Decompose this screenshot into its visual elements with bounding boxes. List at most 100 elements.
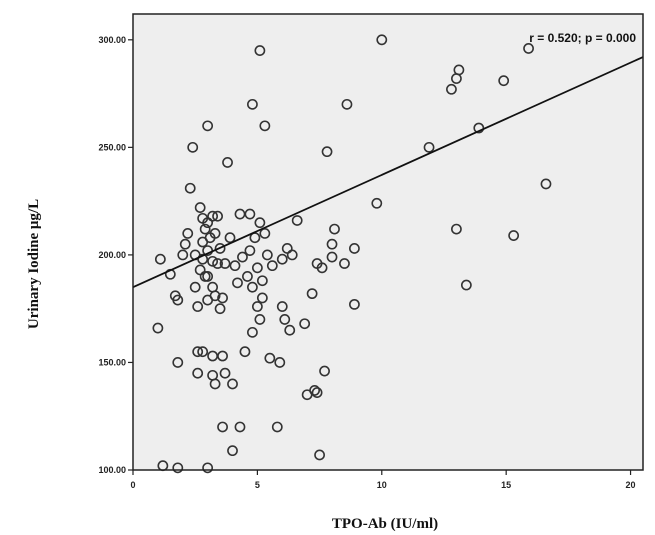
data-point <box>197 253 209 265</box>
data-point <box>254 217 266 229</box>
data-point <box>197 346 209 358</box>
x-tick-label: 0 <box>130 480 135 490</box>
data-point <box>254 314 266 325</box>
data-point <box>306 288 318 300</box>
data-point <box>259 120 271 132</box>
y-tick-label: 250.00 <box>98 142 126 152</box>
data-point <box>207 255 219 267</box>
data-point <box>326 251 338 263</box>
data-point <box>286 249 298 261</box>
data-point <box>227 445 238 457</box>
data-point <box>341 98 353 110</box>
fit-line <box>132 56 644 288</box>
data-point <box>202 120 214 132</box>
data-point <box>242 271 253 282</box>
data-point <box>247 98 258 110</box>
data-point <box>247 281 258 293</box>
data-point <box>202 462 214 474</box>
data-point <box>224 232 236 244</box>
data-point <box>276 301 288 312</box>
x-tick-label: 20 <box>626 480 636 490</box>
y-tick-label: 150.00 <box>98 357 126 367</box>
data-point <box>451 223 462 235</box>
data-point <box>251 301 263 312</box>
data-point <box>172 462 184 474</box>
data-point <box>172 294 184 306</box>
data-point <box>212 258 223 269</box>
data-point <box>284 324 296 336</box>
plot-frame <box>132 13 644 471</box>
data-point <box>217 292 228 304</box>
points-layer <box>152 34 552 474</box>
data-point <box>244 208 256 220</box>
correlation-annotation: r = 0.520; p = 0.000 <box>529 31 636 45</box>
data-point <box>291 215 303 226</box>
data-point <box>271 421 283 433</box>
data-point <box>540 178 552 190</box>
data-point <box>256 275 268 287</box>
data-point <box>192 367 204 379</box>
y-tick-label: 300.00 <box>98 35 126 45</box>
data-point <box>227 378 238 390</box>
data-point <box>319 365 330 377</box>
data-point <box>219 258 231 269</box>
x-tick-label: 10 <box>377 480 387 490</box>
y-tick-label: 200.00 <box>98 250 126 260</box>
data-point <box>349 298 360 310</box>
data-point <box>207 210 219 222</box>
data-point <box>232 277 243 289</box>
data-point <box>266 260 278 272</box>
data-point <box>209 227 221 239</box>
data-point <box>247 326 258 338</box>
data-point <box>217 350 228 362</box>
data-point <box>299 318 311 330</box>
data-point <box>212 210 223 222</box>
data-point <box>473 122 485 134</box>
data-point <box>217 421 228 433</box>
data-point <box>339 258 350 269</box>
data-point <box>261 249 273 261</box>
data-point <box>154 253 166 265</box>
data-point <box>239 346 251 358</box>
data-point <box>179 238 191 250</box>
data-point <box>311 387 323 398</box>
data-point <box>234 421 246 433</box>
data-point <box>229 260 241 272</box>
data-point <box>321 146 333 158</box>
data-point <box>187 141 199 153</box>
data-point <box>316 262 328 274</box>
data-point <box>192 346 204 358</box>
data-point <box>256 292 268 304</box>
data-point <box>376 34 388 46</box>
data-point <box>423 141 435 153</box>
data-point <box>219 367 231 379</box>
plot-area <box>133 14 643 470</box>
data-point <box>172 357 184 368</box>
data-point <box>182 227 194 239</box>
data-point <box>202 271 214 282</box>
data-point <box>214 243 226 254</box>
data-point <box>326 238 338 250</box>
data-point <box>222 157 233 168</box>
data-point <box>184 182 196 194</box>
data-point <box>446 83 457 95</box>
x-tick-label: 15 <box>501 480 511 490</box>
data-point <box>279 314 291 325</box>
data-point <box>329 223 340 235</box>
data-point <box>274 357 286 368</box>
data-point <box>214 303 226 315</box>
y-tick-label: 100.00 <box>98 465 126 475</box>
data-point <box>498 75 510 87</box>
data-point <box>349 243 360 254</box>
x-axis: 0 5 10 15 20 <box>130 470 636 490</box>
data-point <box>314 449 325 461</box>
data-point <box>371 197 383 209</box>
data-point <box>309 385 321 396</box>
data-point <box>508 230 520 241</box>
data-point <box>192 301 204 312</box>
data-point <box>523 43 534 54</box>
x-tick-label: 5 <box>255 480 260 490</box>
data-point <box>237 251 248 263</box>
y-axis-title: Urinary Iodine μg/L <box>26 199 42 329</box>
